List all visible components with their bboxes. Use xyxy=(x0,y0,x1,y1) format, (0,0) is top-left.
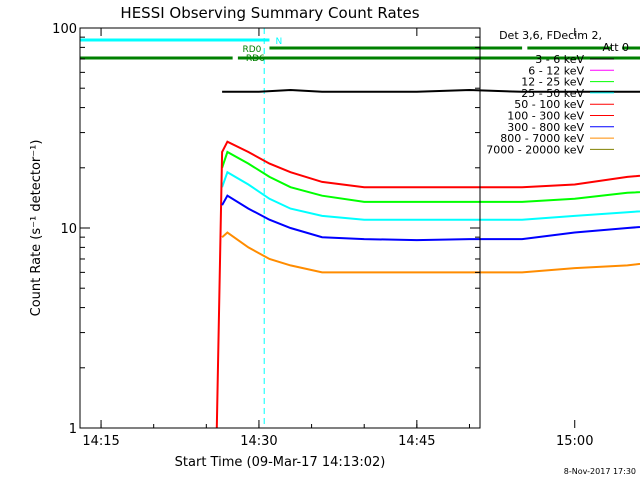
series-line-5 xyxy=(215,140,640,429)
y-axis-label: Count Rate (s⁻¹ detector⁻¹) xyxy=(29,140,44,317)
attenuator-bar-label: N xyxy=(275,37,282,47)
series-line-3 xyxy=(221,150,640,203)
radiation-bar-label-rd0: RD0 xyxy=(242,45,261,55)
x-tick-label: 15:00 xyxy=(556,434,593,449)
y-tick-label: 1 xyxy=(69,422,77,437)
legend-entry-label: 100 - 300 keV xyxy=(507,110,584,123)
legend-entry-label: 50 - 100 keV xyxy=(514,98,584,111)
x-tick-label: 14:45 xyxy=(398,434,435,449)
series-line-8 xyxy=(221,231,640,274)
y-tick-label: 10 xyxy=(60,222,77,237)
footer-date: 8-Nov-2017 17:30 xyxy=(564,467,636,476)
series-line-7 xyxy=(221,194,640,242)
y-tick-label: 100 xyxy=(52,22,77,37)
legend-header-line-1: Det 3,6, FDecim 2, xyxy=(499,29,602,42)
x-tick-label: 14:15 xyxy=(82,434,119,449)
series-line-1 xyxy=(222,88,640,93)
radiation-bar-label-rd6: RD6 xyxy=(246,54,265,64)
legend-entry-label: 3 - 6 keV xyxy=(535,53,584,66)
chart-title: HESSI Observing Summary Count Rates xyxy=(120,4,419,22)
series-line-4 xyxy=(221,170,640,221)
legend-entry-label: 6 - 12 keV xyxy=(528,64,584,77)
x-tick-label: 14:30 xyxy=(240,434,277,449)
legend-entry-label: 300 - 800 keV xyxy=(507,121,584,134)
legend-entry-label: 7000 - 20000 keV xyxy=(486,143,584,156)
x-axis-label: Start Time (09-Mar-17 14:13:02) xyxy=(175,455,386,470)
legend-header-line-2: Att 0 xyxy=(603,41,629,54)
legend-entry-label: 12 - 25 keV xyxy=(521,76,584,89)
legend-entry-label: 25 - 50 keV xyxy=(521,87,584,100)
legend-entry-label: 800 - 7000 keV xyxy=(500,132,584,145)
